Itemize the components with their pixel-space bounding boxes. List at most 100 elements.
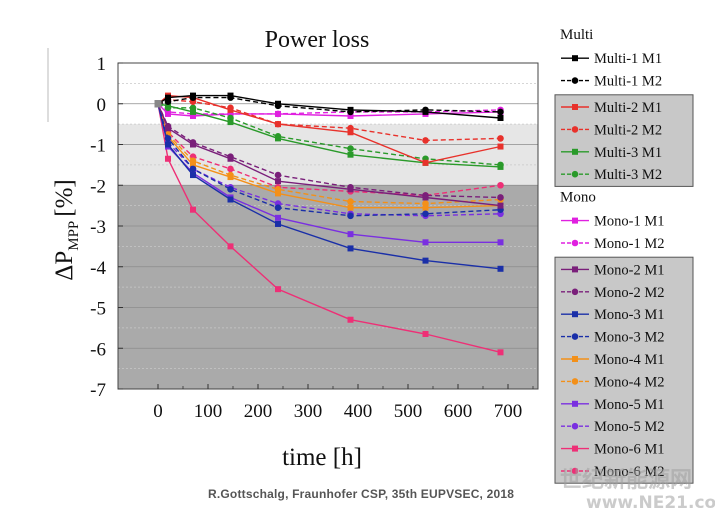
- legend-entry: Mono-5 M2: [594, 419, 665, 435]
- legend-entry: Mono-5 M1: [594, 397, 665, 413]
- data-point: [497, 135, 504, 142]
- y-axis-label: ΔPMPP [%]: [51, 179, 82, 281]
- legend-entry: Mono-3 M2: [594, 330, 665, 346]
- series-line: [157, 103, 501, 166]
- legend-group-title: Mono: [560, 189, 596, 205]
- data-point: [347, 198, 354, 205]
- data-point: [275, 100, 281, 107]
- data-point: [347, 186, 354, 193]
- data-point: [422, 159, 429, 166]
- data-point: [227, 110, 234, 117]
- data-point: [227, 243, 234, 250]
- series-mono-3-m1: [154, 100, 504, 272]
- data-point: [190, 161, 196, 168]
- data-point: [422, 108, 429, 115]
- data-point: [347, 129, 354, 136]
- data-point: [497, 202, 504, 209]
- legend-entry: Mono-2 M2: [594, 285, 665, 301]
- data-point: [165, 155, 171, 162]
- legend-entry: Multi-1 M2: [594, 74, 662, 90]
- legend-swatch-marker: [572, 104, 578, 110]
- data-point: [422, 210, 429, 218]
- watermark-line1: 世纪新能源网: [560, 468, 693, 493]
- y-tick-label: 0: [97, 95, 107, 116]
- data-point: [190, 206, 196, 213]
- legend-entry: Mono-6 M1: [594, 442, 665, 458]
- legend-entry: Mono-2 M1: [594, 262, 665, 278]
- y-axis-label-unit: [%]: [51, 179, 78, 216]
- legend-swatch-marker: [571, 126, 579, 133]
- data-point: [422, 330, 429, 337]
- x-axis-label: time [h]: [282, 444, 362, 471]
- y-tick-label: -2: [90, 176, 106, 197]
- data-point: [274, 204, 282, 211]
- legend-swatch-marker: [571, 170, 579, 178]
- data-point: [497, 349, 504, 356]
- y-axis-label-main: ΔP: [51, 251, 78, 281]
- series-line: [157, 103, 501, 353]
- legend-entry: Mono-3 M1: [594, 307, 665, 323]
- data-point: [165, 102, 171, 109]
- x-tick-label: 400: [344, 401, 373, 422]
- y-tick-label: -1: [90, 136, 106, 157]
- data-series: [154, 92, 504, 356]
- watermark: 世纪新能源网 www.NE21.com: [560, 470, 715, 514]
- legend-entry: Multi-2 M2: [594, 122, 662, 138]
- data-point: [227, 186, 234, 193]
- data-point: [227, 106, 234, 113]
- legend-swatch-marker: [571, 378, 579, 385]
- data-point: [497, 265, 504, 272]
- series-line: [157, 103, 501, 217]
- data-point: [165, 110, 171, 117]
- data-point: [275, 121, 281, 128]
- legend-swatch-marker: [571, 333, 579, 340]
- data-point: [165, 125, 171, 132]
- data-point: [227, 155, 234, 162]
- data-point: [347, 112, 354, 119]
- series-line: [157, 98, 501, 142]
- data-point: [190, 141, 196, 148]
- legend-swatch-marker: [572, 311, 578, 318]
- x-tick-label: 700: [494, 401, 523, 422]
- data-point: [227, 174, 234, 181]
- chart-title: Power loss: [265, 27, 370, 53]
- series-line: [157, 103, 501, 217]
- series-line: [157, 103, 501, 199]
- legend-swatch-marker: [572, 217, 578, 224]
- series-line: [157, 103, 501, 209]
- data-point: [347, 245, 354, 252]
- watermark-line2: www.NE21.com: [586, 493, 715, 513]
- data-point: [227, 165, 234, 173]
- data-point: [275, 190, 281, 197]
- data-point: [422, 137, 429, 144]
- data-point: [347, 316, 354, 323]
- data-point: [165, 141, 171, 148]
- y-tick-label: -6: [90, 339, 106, 360]
- legend-swatch-marker: [572, 445, 578, 452]
- legend-swatch-marker: [572, 400, 578, 407]
- data-point: [497, 108, 504, 116]
- grid-lines: [118, 82, 538, 370]
- legend-entry: Multi-3 M1: [594, 145, 662, 161]
- data-point: [227, 119, 234, 126]
- series-line: [157, 103, 501, 244]
- x-tick-label: 200: [244, 401, 273, 422]
- data-point: [497, 163, 504, 170]
- data-point: [274, 171, 282, 179]
- data-point: [190, 172, 196, 179]
- data-point: [190, 112, 196, 119]
- y-tick-label: 1: [97, 54, 107, 75]
- data-point: [497, 181, 504, 189]
- legend-entry: Mono-4 M1: [594, 352, 665, 368]
- data-point: [227, 92, 234, 99]
- data-point: [347, 151, 354, 158]
- legend-swatch-marker: [572, 55, 578, 62]
- y-axis-label-sub: MPP: [66, 221, 82, 251]
- series-multi-1-m1: [154, 92, 504, 122]
- data-point: [275, 220, 281, 227]
- data-point: [422, 194, 429, 201]
- legend-swatch-marker: [571, 467, 579, 475]
- data-point: [190, 92, 196, 99]
- series-line: [157, 94, 501, 164]
